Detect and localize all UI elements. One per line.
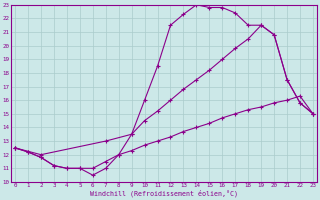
X-axis label: Windchill (Refroidissement éolien,°C): Windchill (Refroidissement éolien,°C) — [90, 190, 238, 197]
